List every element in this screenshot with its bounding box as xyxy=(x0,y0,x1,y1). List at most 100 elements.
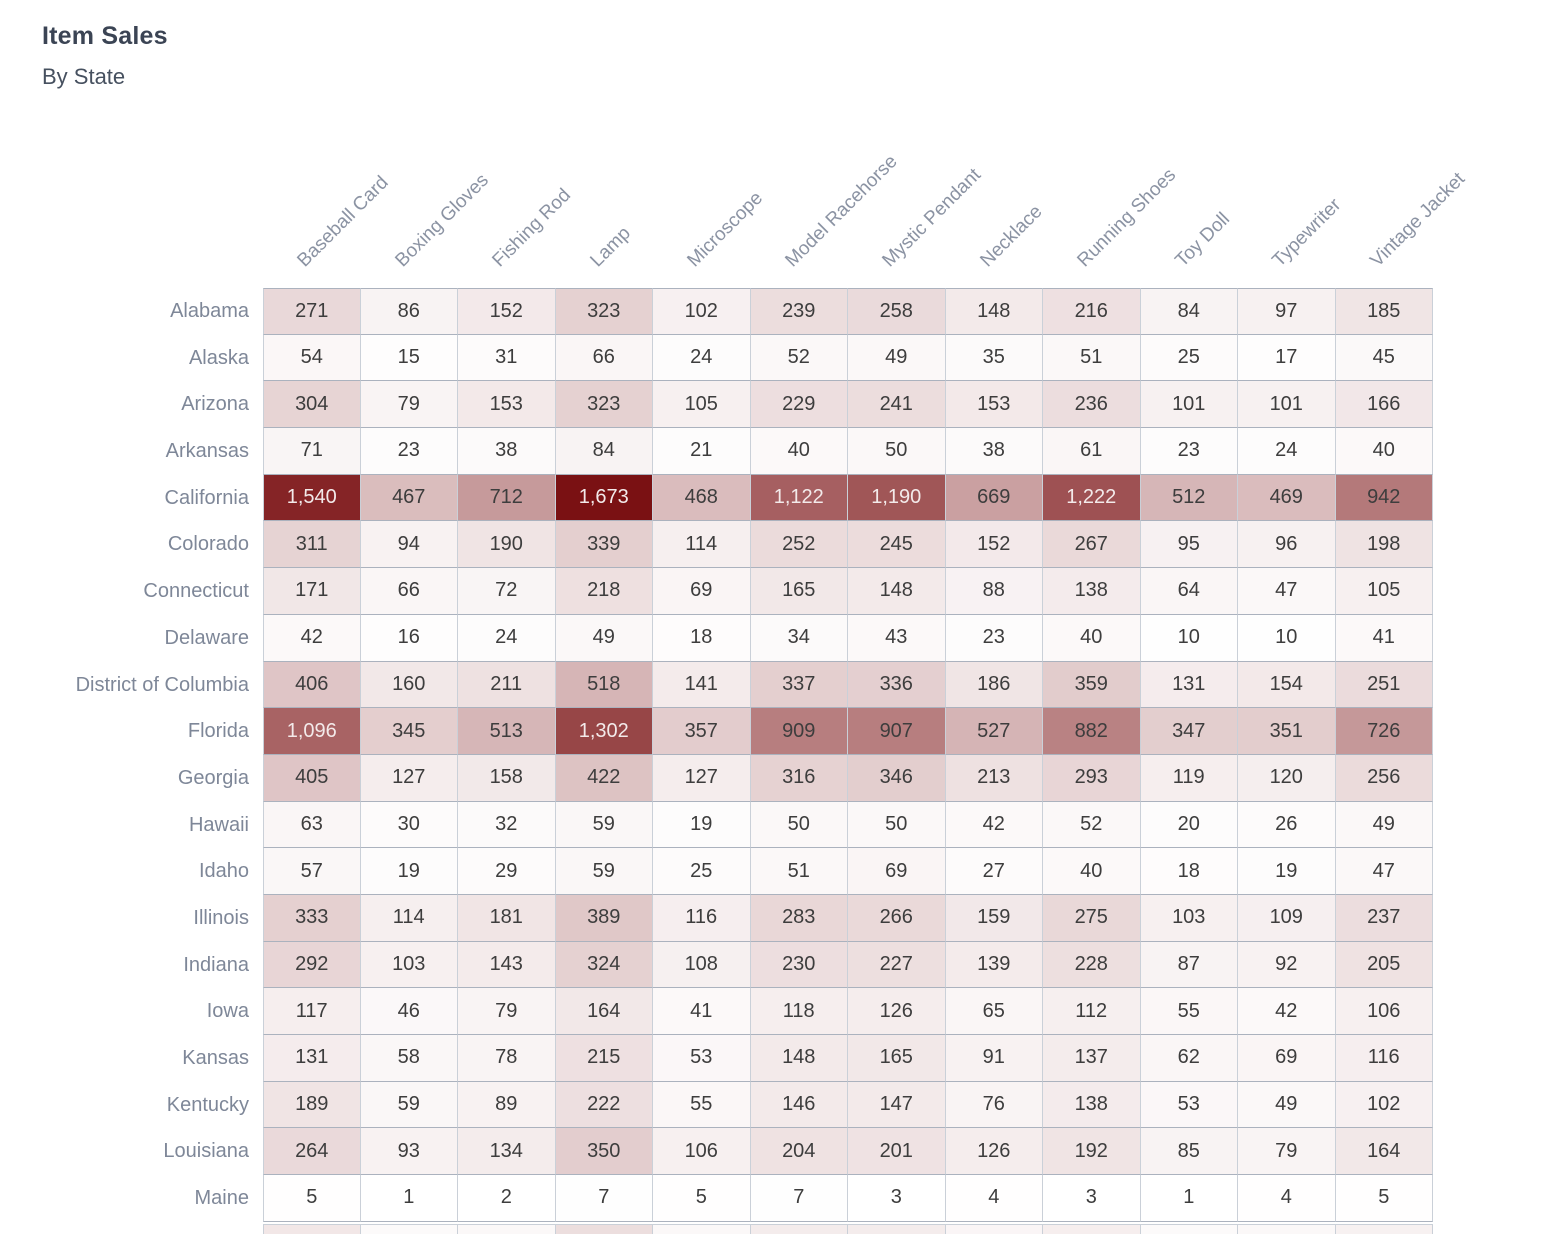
heatmap-cell: 350 xyxy=(555,1128,653,1176)
row-label-idaho: Idaho xyxy=(198,860,249,883)
heatmap-cell: 159 xyxy=(945,894,1043,942)
heatmap-cell: 40 xyxy=(1043,848,1141,895)
heatmap-cell: 148 xyxy=(945,288,1043,335)
heatmap-cell: 40 xyxy=(1335,428,1433,475)
heatmap-cell: 189 xyxy=(263,1081,361,1129)
heatmap-cell: 26 xyxy=(1238,801,1336,849)
heatmap-cell: 18 xyxy=(653,614,751,662)
heatmap-cell: 171 xyxy=(263,568,361,615)
row-label-delaware: Delaware xyxy=(164,626,249,649)
heatmap-cell: 23 xyxy=(945,614,1043,662)
heatmap-cell: 518 xyxy=(555,661,653,709)
row-label-florida: Florida xyxy=(187,720,249,743)
heatmap-cell: 95 xyxy=(1140,521,1238,569)
heatmap-cell: 165 xyxy=(750,568,848,615)
column-header-vintage-jacket: Vintage Jacket xyxy=(1365,168,1469,272)
heatmap-cell: 29 xyxy=(458,848,556,895)
heatmap-cell: 84 xyxy=(555,428,653,475)
heatmap-cell: 351 xyxy=(1238,708,1336,755)
heatmap-cell: 46 xyxy=(360,988,458,1035)
column-header-toy-doll: Toy Doll xyxy=(1170,208,1234,272)
row-label-alaska: Alaska xyxy=(188,346,249,369)
heatmap-cell: 190 xyxy=(458,521,556,569)
heatmap-cell: 148 xyxy=(848,568,946,615)
heatmap-cell: 147 xyxy=(848,1081,946,1129)
table-row: Maine 5 1 2 7 5 7 3 4 3 1 4 5 xyxy=(30,1175,1433,1222)
row-label-hawaii: Hawaii xyxy=(188,813,249,836)
heatmap-cell: 19 xyxy=(653,801,751,849)
heatmap-cell: 213 xyxy=(945,754,1043,802)
table-row: District of Columbia 406 160 211 518 141 337 33… xyxy=(30,661,1433,709)
heatmap-cell: 18 xyxy=(1140,848,1238,895)
heatmap-cell: 15 xyxy=(360,334,458,382)
heatmap-cell: 942 xyxy=(1335,474,1433,522)
heatmap-cell: 153 xyxy=(458,381,556,429)
heatmap-cell: 131 xyxy=(1140,661,1238,709)
heatmap-cell xyxy=(1140,1223,1238,1234)
table-row: California 1,540 467 712 1,673 468 1,122 1,190 6… xyxy=(30,474,1433,522)
heatmap-cell: 339 xyxy=(555,521,653,569)
heatmap-cell: 72 xyxy=(458,568,556,615)
heatmap-cell: 205 xyxy=(1335,941,1433,989)
row-label-indiana: Indiana xyxy=(183,953,249,976)
heatmap-cell: 154 xyxy=(1238,661,1336,709)
heatmap-cell: 186 xyxy=(945,661,1043,709)
heatmap-cell: 21 xyxy=(653,428,751,475)
heatmap-cell: 1,302 xyxy=(555,708,653,755)
row-label-iowa: Iowa xyxy=(206,1000,249,1023)
heatmap-cell xyxy=(1238,1223,1336,1234)
heatmap-cell: 245 xyxy=(848,521,946,569)
heatmap-cell: 304 xyxy=(263,381,361,429)
table-row: Florida 1,096 345 513 1,302 357 909 907 527 882 34… xyxy=(30,708,1433,755)
heatmap-cell: 513 xyxy=(458,708,556,755)
heatmap-cell: 127 xyxy=(360,754,458,802)
heatmap-cell: 143 xyxy=(458,941,556,989)
heatmap-cell: 38 xyxy=(458,428,556,475)
heatmap-cell: 3 xyxy=(1043,1175,1141,1222)
heatmap-cell: 251 xyxy=(1335,661,1433,709)
heatmap-cell: 50 xyxy=(750,801,848,849)
heatmap-cell: 164 xyxy=(555,988,653,1035)
heatmap-cell: 252 xyxy=(750,521,848,569)
heatmap-cell: 49 xyxy=(1335,801,1433,849)
heatmap-cell: 258 xyxy=(848,288,946,335)
table-row: Georgia 405 127 158 422 127 316 346 213 293 119 120… xyxy=(30,754,1433,802)
heatmap-cell: 7 xyxy=(750,1175,848,1222)
heatmap-cell: 138 xyxy=(1043,1081,1141,1129)
heatmap-cell: 148 xyxy=(750,1035,848,1082)
heatmap-cell: 23 xyxy=(360,428,458,475)
heatmap-cell: 114 xyxy=(653,521,751,569)
heatmap-cell: 907 xyxy=(848,708,946,755)
heatmap-cell: 389 xyxy=(555,894,653,942)
heatmap-cell: 52 xyxy=(1043,801,1141,849)
heatmap-cell: 160 xyxy=(360,661,458,709)
heatmap-cell: 42 xyxy=(945,801,1043,849)
heatmap-cell: 50 xyxy=(848,428,946,475)
heatmap-cell: 222 xyxy=(555,1081,653,1129)
heatmap-cell: 40 xyxy=(750,428,848,475)
heatmap-cell: 138 xyxy=(1043,568,1141,615)
heatmap-cell: 79 xyxy=(360,381,458,429)
heatmap-cell: 42 xyxy=(1238,988,1336,1035)
heatmap-cell: 134 xyxy=(458,1128,556,1176)
row-label-kentucky: Kentucky xyxy=(166,1093,249,1116)
heatmap-cell: 51 xyxy=(1043,334,1141,382)
row-label-kansas: Kansas xyxy=(182,1047,249,1069)
heatmap-cell: 114 xyxy=(360,894,458,942)
heatmap-cell: 227 xyxy=(848,941,946,989)
table-row: Kentucky 189 59 89 222 55 146 147 76 138 53 49 102 xyxy=(30,1081,1433,1129)
heatmap-cell: 153 xyxy=(945,381,1043,429)
heatmap-cell: 40 xyxy=(1043,614,1141,662)
heatmap-cell: 137 xyxy=(1043,1035,1141,1082)
heatmap-cell: 31 xyxy=(458,334,556,382)
table-row-partial xyxy=(30,1223,1433,1234)
heatmap-cell: 79 xyxy=(458,988,556,1035)
heatmap-cell xyxy=(1043,1223,1141,1234)
row-label-colorado: Colorado xyxy=(167,533,249,556)
heatmap-cell: 2 xyxy=(458,1175,556,1222)
heatmap-cell xyxy=(848,1223,946,1234)
heatmap-cell: 102 xyxy=(1335,1081,1433,1129)
heatmap-cell xyxy=(555,1223,653,1234)
heatmap-cell: 267 xyxy=(1043,521,1141,569)
heatmap-cell: 405 xyxy=(263,754,361,802)
